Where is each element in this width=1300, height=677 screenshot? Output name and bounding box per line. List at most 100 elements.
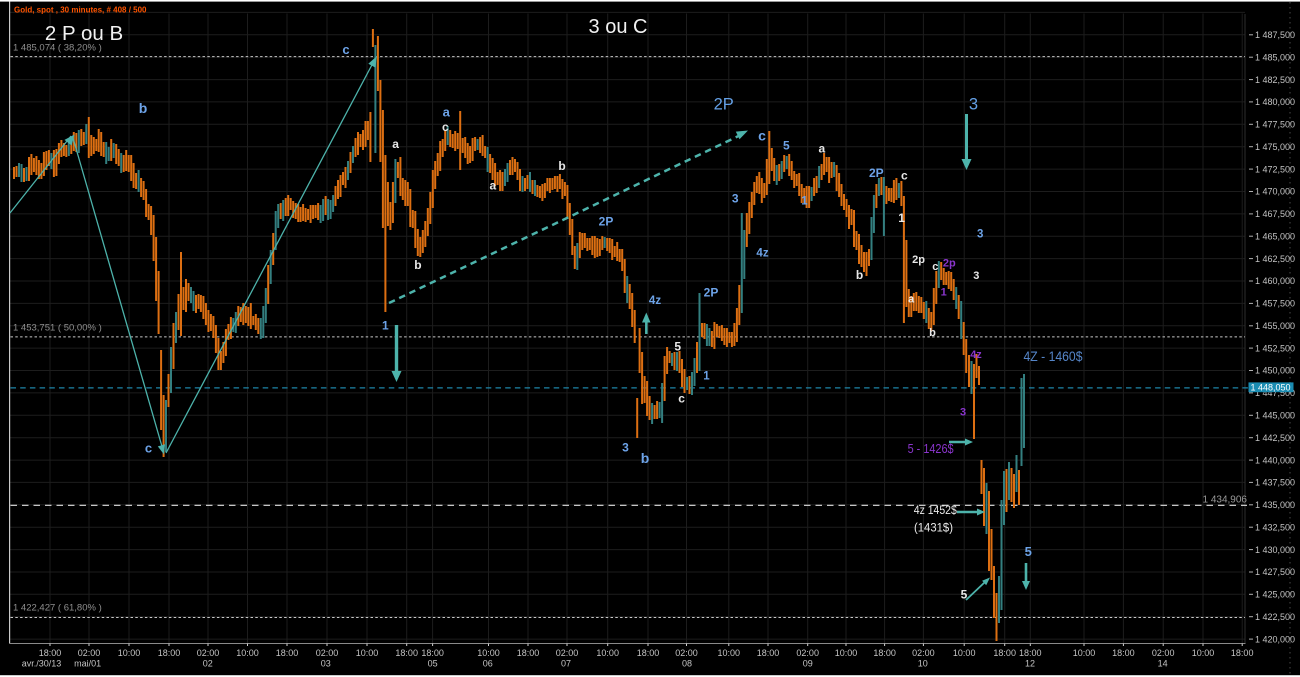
svg-text:18:00: 18:00: [993, 648, 1016, 658]
svg-text:10:00: 10:00: [1192, 648, 1215, 658]
svg-text:(1431$): (1431$): [914, 523, 953, 535]
svg-text:1 420,000: 1 420,000: [1255, 634, 1295, 644]
svg-text:1 480,000: 1 480,000: [1255, 97, 1295, 107]
svg-text:10:00: 10:00: [356, 648, 379, 658]
svg-text:08: 08: [682, 659, 692, 669]
svg-text:1 453,751 ( 50,00% ): 1 453,751 ( 50,00% ): [13, 323, 102, 334]
svg-text:2 P ou B: 2 P ou B: [45, 22, 123, 45]
svg-text:10: 10: [918, 659, 928, 669]
svg-text:18:00: 18:00: [1231, 648, 1254, 658]
svg-text:4z: 4z: [756, 248, 768, 260]
svg-text:1 477,500: 1 477,500: [1255, 120, 1295, 130]
svg-text:1 422,500: 1 422,500: [1255, 612, 1295, 622]
svg-text:1 445,000: 1 445,000: [1255, 410, 1295, 420]
svg-text:1 450,000: 1 450,000: [1255, 366, 1295, 376]
svg-text:18:00: 18:00: [1112, 648, 1135, 658]
svg-text:2P: 2P: [599, 215, 614, 229]
svg-text:1 442,500: 1 442,500: [1255, 433, 1295, 443]
svg-text:3 ou C: 3 ou C: [589, 16, 648, 38]
svg-text:05: 05: [428, 659, 438, 669]
svg-text:3: 3: [977, 229, 983, 241]
svg-text:02:00: 02:00: [316, 648, 339, 658]
svg-text:3: 3: [622, 441, 629, 455]
svg-text:1 447,500: 1 447,500: [1255, 388, 1295, 398]
svg-text:5 - 1426$: 5 - 1426$: [908, 442, 954, 456]
svg-text:a: a: [392, 137, 399, 151]
svg-text:c: c: [442, 120, 449, 134]
svg-text:2p: 2p: [943, 258, 956, 270]
svg-text:1 432,500: 1 432,500: [1255, 522, 1295, 532]
svg-text:3: 3: [969, 96, 978, 114]
svg-text:c: c: [145, 441, 152, 456]
svg-text:mai/01: mai/01: [74, 659, 101, 669]
svg-text:b: b: [414, 258, 421, 272]
svg-text:a: a: [490, 179, 497, 193]
svg-text:18:00: 18:00: [39, 648, 62, 658]
svg-text:3: 3: [973, 270, 979, 282]
svg-text:1: 1: [382, 319, 389, 333]
svg-text:1 434,906: 1 434,906: [1203, 495, 1248, 506]
svg-text:a: a: [443, 105, 451, 120]
svg-text:1 487,500: 1 487,500: [1255, 30, 1295, 40]
svg-text:10:00: 10:00: [953, 648, 976, 658]
svg-text:18:00: 18:00: [395, 648, 418, 658]
svg-text:Gold, spot , 30 minutes, # 408: Gold, spot , 30 minutes, # 408 / 500: [14, 6, 147, 15]
svg-text:1 435,000: 1 435,000: [1255, 500, 1295, 510]
svg-text:4z: 4z: [970, 349, 982, 361]
svg-text:07: 07: [561, 659, 571, 669]
svg-text:10:00: 10:00: [718, 648, 741, 658]
svg-text:1 427,500: 1 427,500: [1255, 567, 1295, 577]
svg-text:02:00: 02:00: [197, 648, 220, 658]
svg-text:1 430,000: 1 430,000: [1255, 545, 1295, 555]
svg-text:03: 03: [321, 659, 331, 669]
svg-text:12: 12: [1025, 659, 1035, 669]
svg-text:09: 09: [803, 659, 813, 669]
svg-text:5: 5: [961, 588, 968, 602]
svg-text:2p: 2p: [912, 254, 925, 266]
svg-text:18:00: 18:00: [517, 648, 540, 658]
svg-text:2P: 2P: [714, 96, 734, 114]
svg-text:1 422,427 ( 61,80% ): 1 422,427 ( 61,80% ): [13, 603, 102, 614]
svg-text:02:00: 02:00: [78, 648, 101, 658]
svg-text:18:00: 18:00: [757, 648, 780, 658]
svg-text:1 482,500: 1 482,500: [1255, 75, 1295, 85]
svg-text:1 467,500: 1 467,500: [1255, 209, 1295, 219]
svg-text:1 485,074 ( 38,20% ): 1 485,074 ( 38,20% ): [13, 43, 102, 54]
svg-text:18:00: 18:00: [1019, 648, 1042, 658]
svg-text:avr./30/13: avr./30/13: [22, 659, 62, 669]
svg-text:06: 06: [483, 659, 493, 669]
svg-text:1 470,000: 1 470,000: [1255, 187, 1295, 197]
svg-text:c: c: [901, 169, 908, 183]
svg-text:18:00: 18:00: [637, 648, 660, 658]
svg-text:18:00: 18:00: [276, 648, 299, 658]
svg-text:c: c: [342, 42, 349, 57]
svg-text:2P: 2P: [869, 166, 884, 180]
svg-text:4z: 4z: [649, 295, 661, 307]
svg-text:02:00: 02:00: [1152, 648, 1175, 658]
svg-text:18:00: 18:00: [873, 648, 896, 658]
svg-text:c: c: [932, 261, 938, 273]
svg-text:b: b: [641, 450, 650, 466]
svg-text:10:00: 10:00: [1073, 648, 1096, 658]
svg-text:a: a: [819, 142, 826, 156]
svg-text:10:00: 10:00: [835, 648, 858, 658]
svg-text:1 465,000: 1 465,000: [1255, 231, 1295, 241]
svg-text:1 475,000: 1 475,000: [1255, 142, 1295, 152]
svg-text:2P: 2P: [704, 286, 719, 300]
svg-text:1 485,000: 1 485,000: [1255, 52, 1295, 62]
svg-text:b: b: [139, 100, 148, 116]
svg-text:10:00: 10:00: [596, 648, 619, 658]
svg-text:1: 1: [801, 196, 808, 208]
svg-text:18:00: 18:00: [421, 648, 444, 658]
svg-text:18:00: 18:00: [158, 648, 181, 658]
svg-text:10:00: 10:00: [477, 648, 500, 658]
svg-text:b: b: [929, 327, 936, 339]
svg-text:02:00: 02:00: [796, 648, 819, 658]
svg-text:1 457,500: 1 457,500: [1255, 299, 1295, 309]
svg-text:5: 5: [674, 340, 681, 354]
svg-text:1 437,500: 1 437,500: [1255, 478, 1295, 488]
svg-text:10:00: 10:00: [118, 648, 141, 658]
svg-text:3: 3: [960, 407, 966, 419]
svg-text:1: 1: [941, 286, 947, 298]
svg-text:1 462,500: 1 462,500: [1255, 254, 1295, 264]
